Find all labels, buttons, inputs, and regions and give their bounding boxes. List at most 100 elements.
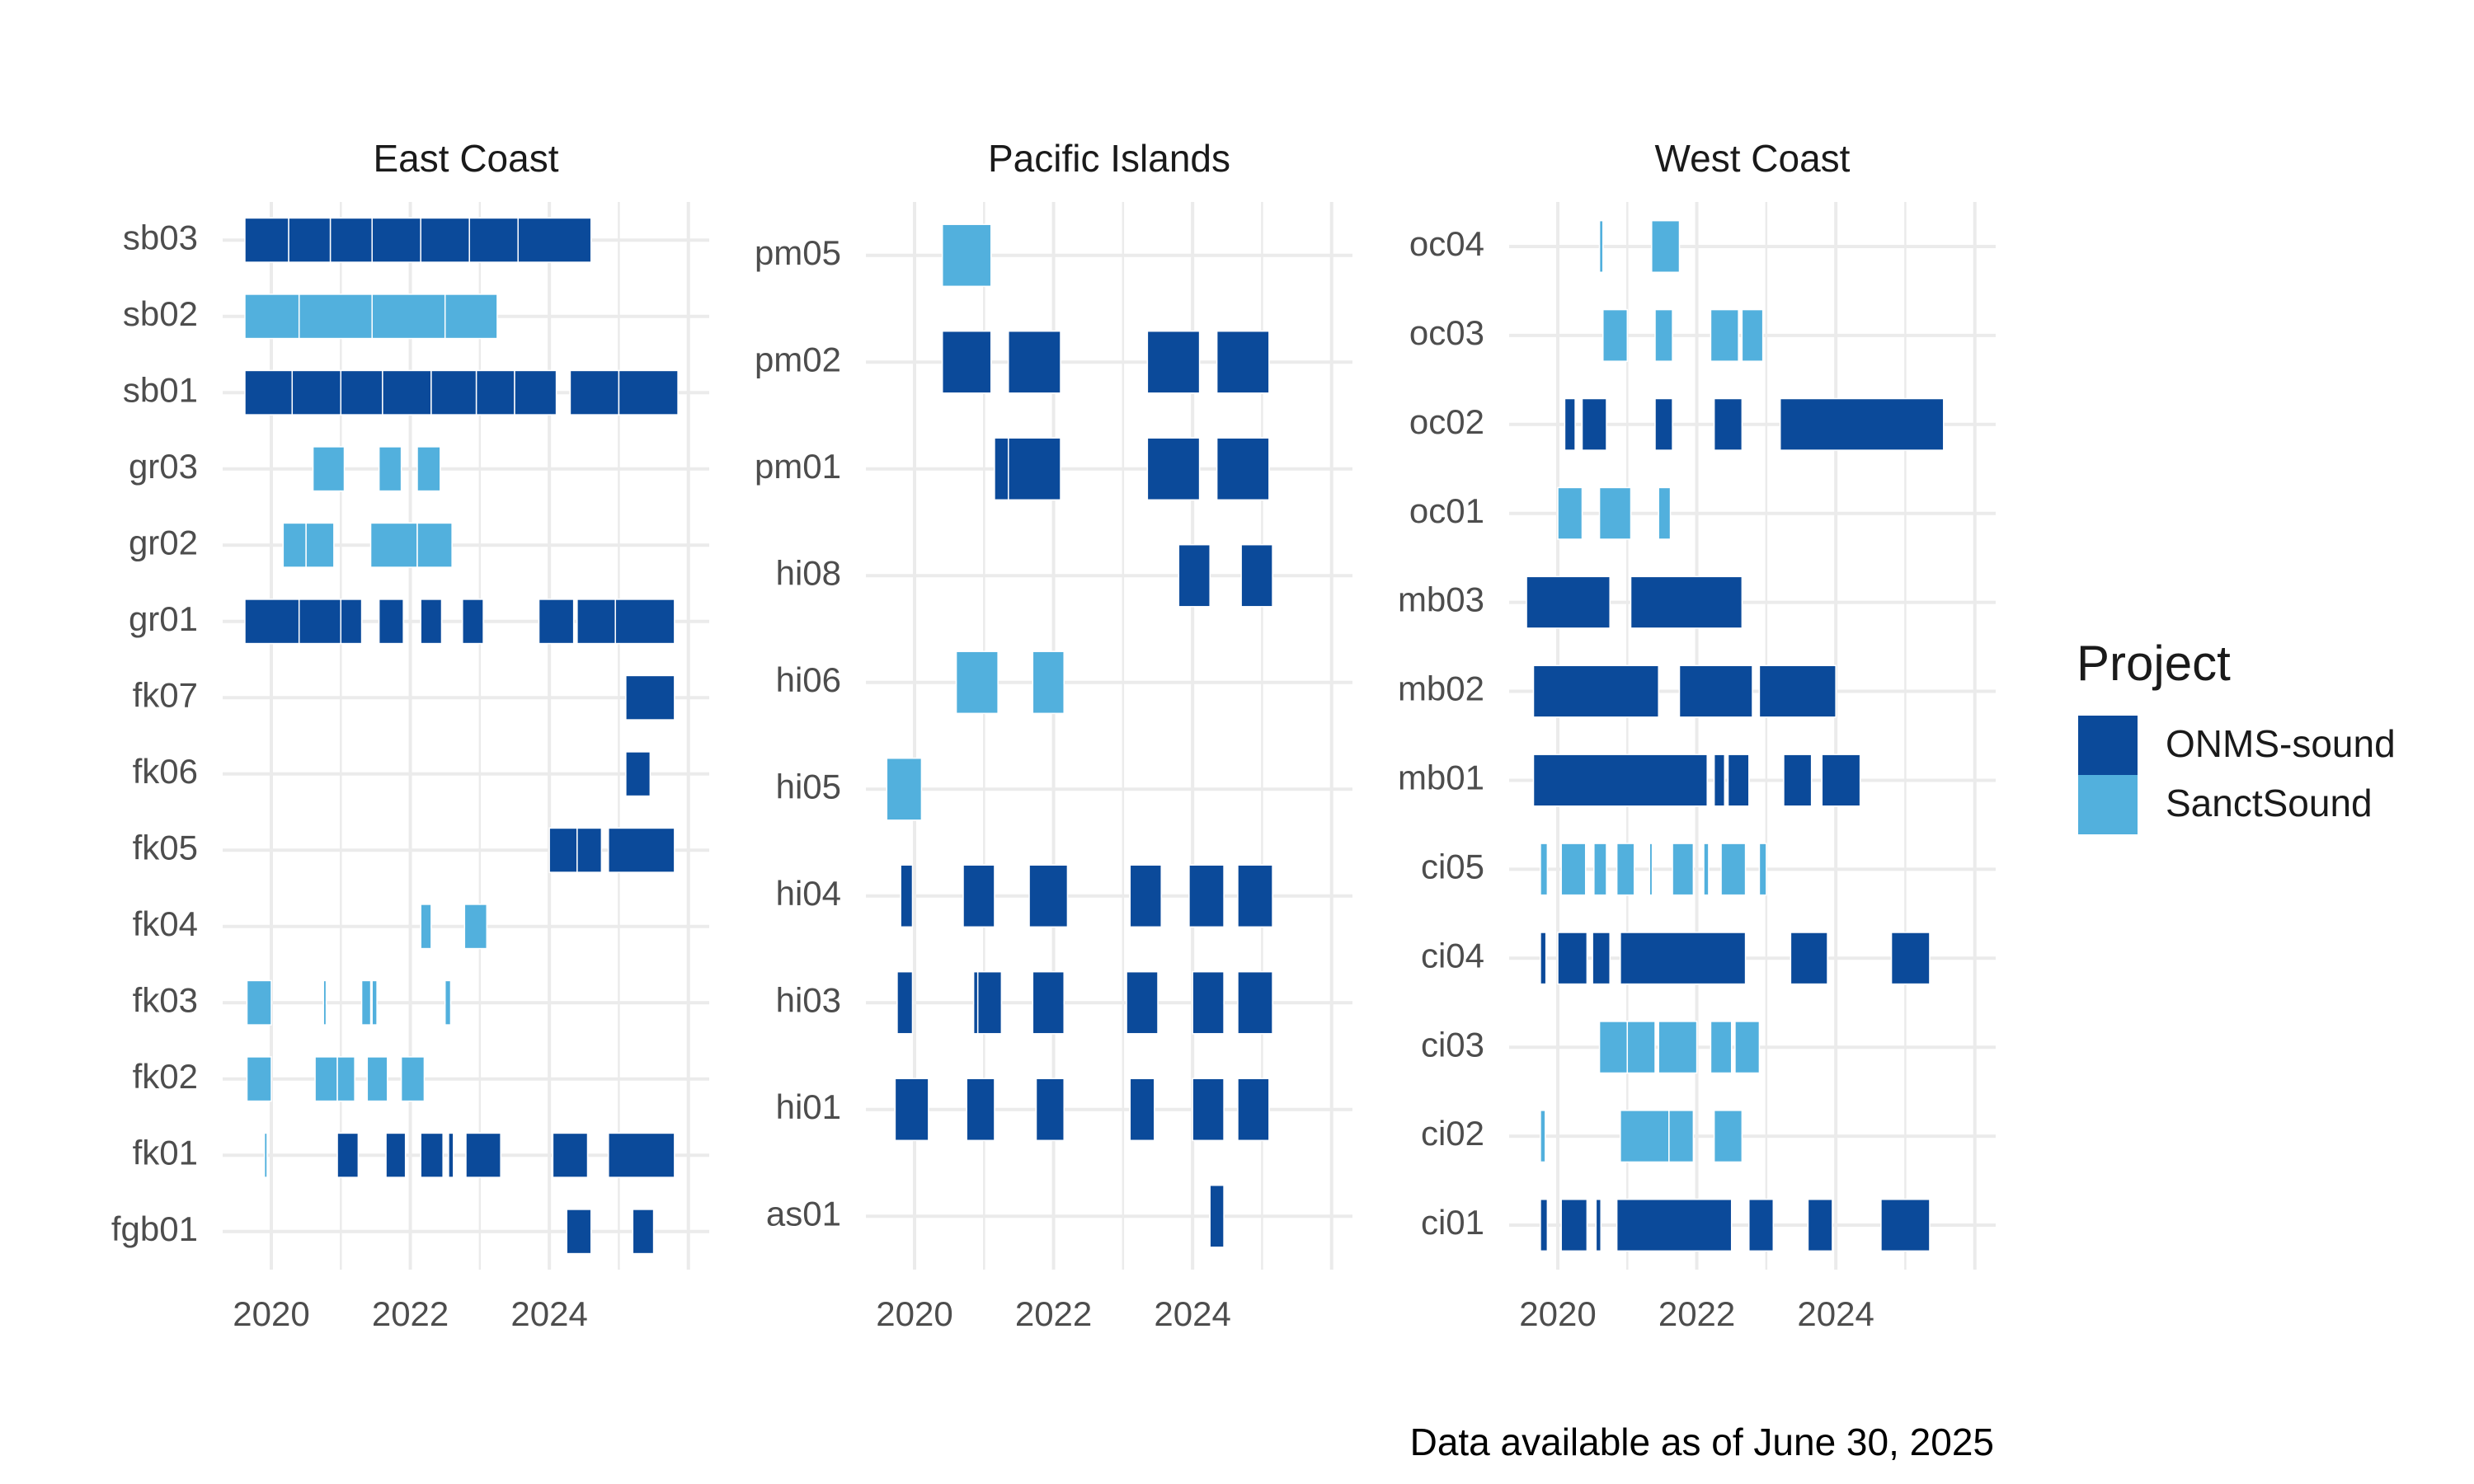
site-label-fk02: fk02 <box>133 1057 198 1096</box>
deployment-bar-ci05-sanctsound <box>1593 843 1607 896</box>
deployment-bar-ci01-onms-sound <box>1560 1198 1588 1252</box>
legend: Project ONMS-sound SanctSound <box>2077 636 2396 834</box>
deployment-bar-hi01-onms-sound <box>1192 1078 1225 1142</box>
deployment-bar-sb01-onms-sound <box>569 369 620 416</box>
site-label-sb02: sb02 <box>123 294 198 333</box>
deployment-bar-hi05-sanctsound <box>886 757 923 821</box>
site-label-hi06: hi06 <box>776 660 841 699</box>
site-label-hi05: hi05 <box>776 767 841 805</box>
site-label-mb01: mb01 <box>1398 758 1484 797</box>
deployment-bar-mb02-onms-sound <box>1532 665 1659 718</box>
deployment-bar-gr01-onms-sound <box>340 599 363 645</box>
deployment-bar-gr03-sanctsound <box>378 446 402 492</box>
deployment-bar-hi08-onms-sound <box>1240 543 1273 608</box>
deployment-bar-oc01-sanctsound <box>1557 486 1583 540</box>
deployment-bar-hi01-onms-sound <box>966 1078 995 1142</box>
deployment-bar-hi04-onms-sound <box>1237 864 1273 928</box>
panel-west-coast: West Coast oc04 oc03 oc02 oc01 mb03 mb02 mb01 ci… <box>1398 137 1996 1333</box>
deployment-bar-ci04-onms-sound <box>1890 932 1931 985</box>
deployment-bar-ci01-onms-sound <box>1595 1198 1602 1252</box>
deployment-bar-sb01-onms-sound <box>340 369 383 416</box>
deployment-bar-mb02-onms-sound <box>1678 665 1753 718</box>
deployment-bar-fk01-onms-sound <box>336 1132 360 1178</box>
deployment-bar-ci03-sanctsound <box>1658 1021 1698 1074</box>
deployment-bar-hi04-onms-sound <box>1129 864 1162 928</box>
deployment-bar-fk01-onms-sound <box>465 1132 501 1178</box>
site-label-ci03: ci03 <box>1421 1025 1484 1064</box>
deployment-bar-oc01-sanctsound <box>1658 486 1672 540</box>
deployment-bar-mb01-onms-sound <box>1727 754 1750 807</box>
deployment-bar-hi03-onms-sound <box>896 970 914 1035</box>
deployment-bar-gr01-onms-sound <box>378 599 404 645</box>
deployment-bar-ci05-sanctsound <box>1758 843 1767 896</box>
deployment-bar-hi06-sanctsound <box>1032 650 1065 715</box>
deployment-bar-gr02-sanctsound <box>282 522 307 568</box>
site-label-gr01: gr01 <box>129 599 198 638</box>
deployment-bar-ci03-sanctsound <box>1598 1021 1629 1074</box>
deployment-bar-gr01-onms-sound <box>538 599 575 645</box>
deployment-bar-fgb01-onms-sound <box>566 1209 592 1255</box>
legend-label-sanctsound: SanctSound <box>2166 782 2373 824</box>
deployment-bar-sb01-onms-sound <box>291 369 342 416</box>
deployment-bar-hi03-onms-sound <box>1032 970 1065 1035</box>
deployment-bar-hi03-onms-sound <box>1237 970 1273 1035</box>
deployment-bar-ci05-sanctsound <box>1720 843 1747 896</box>
site-label-ci02: ci02 <box>1421 1114 1484 1153</box>
deployment-bar-ci04-onms-sound <box>1620 932 1747 985</box>
deployment-bar-sb01-onms-sound <box>382 369 432 416</box>
deployment-bar-fk05-onms-sound <box>576 827 603 873</box>
panel-title: Pacific Islands <box>988 137 1230 180</box>
legend-label-onms-sound: ONMS-sound <box>2166 722 2396 765</box>
deployment-bar-fk02-sanctsound <box>336 1056 355 1102</box>
site-label-hi04: hi04 <box>776 874 841 913</box>
deployment-bar-ci05-sanctsound <box>1540 843 1549 896</box>
site-label-ci04: ci04 <box>1421 936 1484 974</box>
x-tick-label: 2024 <box>1797 1294 1874 1333</box>
site-label-hi01: hi01 <box>776 1087 841 1126</box>
panel-title: East Coast <box>374 137 559 180</box>
deployment-bar-fk03-sanctsound <box>322 979 327 1026</box>
deployment-bar-ci01-onms-sound <box>1748 1198 1775 1252</box>
deployment-bar-ci01-onms-sound <box>1540 1198 1549 1252</box>
deployment-bar-gr01-onms-sound <box>614 599 675 645</box>
deployment-bar-ci02-sanctsound <box>1668 1110 1695 1163</box>
deployment-bar-sb03-onms-sound <box>420 217 470 263</box>
deployment-bar-gr02-sanctsound <box>369 522 418 568</box>
deployment-bar-hi01-onms-sound <box>1129 1078 1155 1142</box>
site-label-oc02: oc02 <box>1409 402 1484 441</box>
deployment-bar-fk01-onms-sound <box>420 1132 444 1178</box>
site-label-fk01: fk01 <box>133 1133 198 1172</box>
deployment-bar-gr01-onms-sound <box>420 599 443 645</box>
deployment-bar-fk03-sanctsound <box>371 979 378 1026</box>
deployment-bar-ci02-sanctsound <box>1713 1110 1743 1163</box>
deployment-bar-fk07-onms-sound <box>625 674 675 721</box>
deployment-bar-mb01-onms-sound <box>1713 754 1726 807</box>
deployment-bar-gr01-onms-sound <box>576 599 616 645</box>
deployment-bar-oc04-sanctsound <box>1651 219 1681 274</box>
deployment-bar-pm02-onms-sound <box>1216 330 1270 394</box>
deployment-bar-ci04-onms-sound <box>1592 932 1611 985</box>
deployment-bar-hi06-sanctsound <box>955 650 999 715</box>
deployment-bar-fk05-onms-sound <box>548 827 578 873</box>
deployment-bar-sb03-onms-sound <box>288 217 332 263</box>
site-label-gr03: gr03 <box>129 447 198 486</box>
x-tick-label: 2024 <box>510 1294 587 1333</box>
deployment-bar-fk02-sanctsound <box>246 1056 272 1102</box>
deployment-bar-mb01-onms-sound <box>1821 754 1861 807</box>
deployment-bar-pm01-onms-sound <box>1008 437 1061 501</box>
deployment-bar-ci05-sanctsound <box>1703 843 1710 896</box>
deployment-bar-gr01-onms-sound <box>462 599 484 645</box>
deployment-bar-hi04-onms-sound <box>1188 864 1225 928</box>
deployment-bar-hi03-onms-sound <box>1192 970 1225 1035</box>
deployment-bar-fk03-sanctsound <box>444 979 452 1026</box>
deployment-bar-oc03-sanctsound <box>1602 308 1629 362</box>
deployment-bar-gr03-sanctsound <box>312 446 346 492</box>
site-label-sb03: sb03 <box>123 218 198 256</box>
deployment-bar-fk01-sanctsound <box>263 1132 268 1178</box>
deployment-bar-pm01-onms-sound <box>1216 437 1270 501</box>
deployment-bar-sb03-onms-sound <box>244 217 289 263</box>
site-label-fk06: fk06 <box>133 752 198 791</box>
deployment-bar-pm02-onms-sound <box>1146 330 1201 394</box>
site-label-pm01: pm01 <box>755 447 841 486</box>
panel-pacific-islands: Pacific Islands pm05 pm02 pm01 hi08 hi06 hi05 h… <box>755 137 1352 1333</box>
